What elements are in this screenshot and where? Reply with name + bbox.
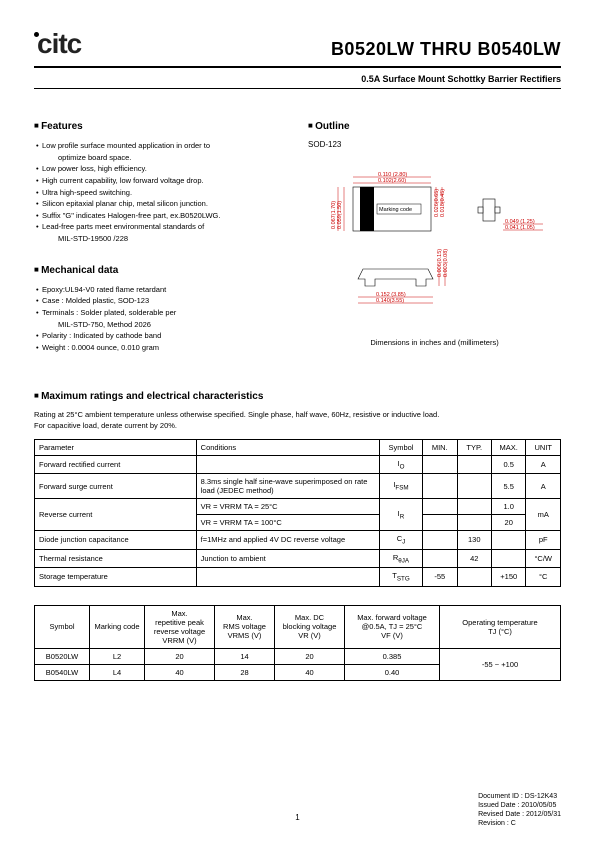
th-max: MAX. [491,439,525,455]
mech-item: Polarity : Indicated by cathode band [36,330,298,342]
part-title: B0520LW THRU B0540LW [331,39,561,60]
table-row: Reverse currentVR = VRRM TA = 25°C IR 1.… [35,499,561,515]
features-heading: Features [34,121,298,132]
th-marking: Marking code [90,605,145,648]
table-row: Forward surge current8.3ms single half s… [35,474,561,499]
logo: citc [34,28,81,60]
feature-item: Lead-free parts meet environmental stand… [36,221,298,233]
feature-item: High current capability, low forward vol… [36,175,298,187]
th-tj: Operating temperatureTJ (°C) [440,605,561,648]
outline-pkg: SOD-123 [308,140,561,149]
mech-heading: Mechanical data [34,265,298,276]
feature-item: Low profile surface mounted application … [36,140,298,152]
feature-item: optimize board space. [36,152,298,164]
feature-item: Low power loss, high efficiency. [36,163,298,175]
svg-text:0.018(0.45): 0.018(0.45) [440,189,446,217]
th-param: Parameter [35,439,197,455]
ratings-intro: Rating at 25°C ambient temperature unles… [34,410,561,430]
svg-text:0.003(0.08): 0.003(0.08) [443,249,449,277]
svg-text:0.102(2.60): 0.102(2.60) [378,178,406,184]
table-row: Diode junction capacitancef=1MHz and app… [35,531,561,550]
table-row: Thermal resistanceJunction to ambient Rθ… [35,549,561,568]
ratings-heading: Maximum ratings and electrical character… [34,391,561,402]
table-row: B0520LWL220 14200.385 -55 ~ +100 [35,648,561,664]
th-vrrm: Max. repetitive peak reverse voltageVRRM… [145,605,215,648]
features-list: Low profile surface mounted application … [34,140,298,245]
footer: Document ID : DS-12K43 Issued Date : 201… [0,792,595,828]
doc-info: Document ID : DS-12K43 Issued Date : 201… [478,792,561,828]
mech-list: Epoxy:UL94-V0 rated flame retardant Case… [34,284,298,354]
th-vrms: Max. RMS voltageVRMS (V) [215,605,275,648]
table-row: Storage temperature TSTG -55+150°C [35,568,561,587]
outline-heading: Outline [308,121,561,132]
th-symbol: Symbol [35,605,90,648]
th-vr: Max. DC blocking voltageVR (V) [275,605,345,648]
th-sym: Symbol [379,439,422,455]
subtitle: 0.5A Surface Mount Schottky Barrier Rect… [34,71,561,89]
top-content: Features Low profile surface mounted app… [34,121,561,373]
dim-caption: Dimensions in inches and (millimeters) [308,338,561,347]
th-typ: TYP. [457,439,491,455]
parts-table: Symbol Marking code Max. repetitive peak… [34,605,561,681]
package-diagram: Marking code 0.067(1.70) 0.059(1.50) 0.1… [308,159,561,334]
th-vf: Max. forward voltage @0.5A, TJ = 25°CVF … [345,605,440,648]
mech-item: Terminals : Solder plated, solderable pe… [36,307,298,319]
mech-item: Epoxy:UL94-V0 rated flame retardant [36,284,298,296]
mech-item: MIL-STD-750, Method 2026 [36,319,298,331]
svg-text:0.041 (1.05): 0.041 (1.05) [505,225,535,231]
feature-item: Suffix "G" indicates Halogen-free part, … [36,210,298,222]
svg-text:0.059(1.50): 0.059(1.50) [337,201,343,229]
th-min: MIN. [423,439,457,455]
th-cond: Conditions [196,439,379,455]
feature-item: Ultra high-speed switching. [36,187,298,199]
feature-item: Silicon epitaxial planar chip, metal sil… [36,198,298,210]
table-row: Forward rectified current IO 0.5A [35,455,561,474]
feature-item: MIL-STD-19500 /228 [36,233,298,245]
mech-item: Case : Molded plastic, SOD-123 [36,295,298,307]
page: citc B0520LW THRU B0540LW 0.5A Surface M… [0,0,595,701]
svg-text:0.140(3.55): 0.140(3.55) [376,298,404,304]
mech-item: Weight : 0.0004 ounce, 0.010 gram [36,342,298,354]
ratings-table: Parameter Conditions Symbol MIN. TYP. MA… [34,439,561,587]
th-unit: UNIT [526,439,561,455]
marking-label: Marking code [379,207,412,213]
header: citc B0520LW THRU B0540LW [34,28,561,68]
